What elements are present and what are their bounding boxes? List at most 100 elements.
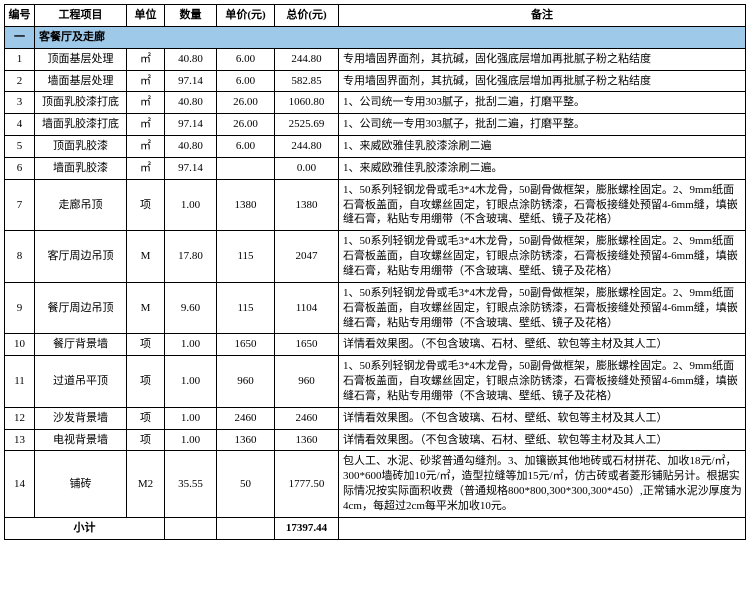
cell-total: 244.80 <box>275 136 339 158</box>
cell-qty: 1.00 <box>165 407 217 429</box>
cell-idx: 2 <box>5 70 35 92</box>
cell-price: 6.00 <box>217 70 275 92</box>
cell-item: 顶面乳胶漆 <box>35 136 127 158</box>
table-body: 一客餐厅及走廊1顶面基层处理㎡40.806.00244.80专用墙固界面剂，其抗… <box>5 26 746 539</box>
cell-idx: 10 <box>5 334 35 356</box>
cell-idx: 8 <box>5 231 35 283</box>
cell-note: 详情看效果图。（不包含玻璃、石材、壁纸、软包等主材及其人工） <box>339 429 746 451</box>
cell-note: 1、公司统一专用303腻子，批刮二遍，打磨平整。 <box>339 114 746 136</box>
cell-total: 0.00 <box>275 157 339 179</box>
cell-total: 2047 <box>275 231 339 283</box>
cell-idx: 12 <box>5 407 35 429</box>
cell-qty: 97.14 <box>165 157 217 179</box>
subtotal-note <box>339 517 746 539</box>
cell-unit: 项 <box>127 429 165 451</box>
table-row: 7走廊吊顶项1.00138013801、50系列轻钢龙骨或毛3*4木龙骨，50副… <box>5 179 746 231</box>
cell-note: 专用墙固界面剂，其抗碱，固化强底层增加再批腻子粉之粘结度 <box>339 70 746 92</box>
cost-table: 编号 工程项目 单位 数量 单价(元) 总价(元) 备注 一客餐厅及走廊1顶面基… <box>4 4 746 540</box>
cell-qty: 1.00 <box>165 356 217 408</box>
cell-item: 铺砖 <box>35 451 127 517</box>
subtotal-row: 小计17397.44 <box>5 517 746 539</box>
cell-idx: 3 <box>5 92 35 114</box>
cell-price: 6.00 <box>217 48 275 70</box>
table-row: 6墙面乳胶漆㎡97.14 0.001、来威欧雅佳乳胶漆涂刷二遍。 <box>5 157 746 179</box>
cell-note: 专用墙固界面剂，其抗碱，固化强底层增加再批腻子粉之粘结度 <box>339 48 746 70</box>
table-row: 4墙面乳胶漆打底㎡97.1426.002525.691、公司统一专用303腻子，… <box>5 114 746 136</box>
cell-unit: 项 <box>127 356 165 408</box>
cell-qty: 97.14 <box>165 70 217 92</box>
cell-unit: ㎡ <box>127 136 165 158</box>
cell-item: 餐厅背景墙 <box>35 334 127 356</box>
cell-total: 960 <box>275 356 339 408</box>
cell-total: 582.85 <box>275 70 339 92</box>
cell-total: 2525.69 <box>275 114 339 136</box>
cell-unit: M <box>127 282 165 334</box>
cell-total: 2460 <box>275 407 339 429</box>
cell-qty: 9.60 <box>165 282 217 334</box>
cell-price: 115 <box>217 231 275 283</box>
cell-idx: 14 <box>5 451 35 517</box>
col-note: 备注 <box>339 5 746 27</box>
col-idx: 编号 <box>5 5 35 27</box>
cell-note: 详情看效果图。（不包含玻璃、石材、壁纸、软包等主材及其人工） <box>339 334 746 356</box>
section-title: 客餐厅及走廊 <box>35 26 746 48</box>
cell-unit: M2 <box>127 451 165 517</box>
cell-idx: 5 <box>5 136 35 158</box>
cell-total: 1360 <box>275 429 339 451</box>
cell-price: 26.00 <box>217 114 275 136</box>
cell-price: 1380 <box>217 179 275 231</box>
subtotal-qty <box>165 517 217 539</box>
cell-price: 1360 <box>217 429 275 451</box>
cell-item: 沙发背景墙 <box>35 407 127 429</box>
cell-note: 1、50系列轻钢龙骨或毛3*4木龙骨，50副骨做框架，膨胀螺栓固定。2、9mm纸… <box>339 179 746 231</box>
cell-price: 115 <box>217 282 275 334</box>
table-row: 3顶面乳胶漆打底㎡40.8026.001060.801、公司统一专用303腻子，… <box>5 92 746 114</box>
cell-item: 顶面基层处理 <box>35 48 127 70</box>
cell-note: 1、公司统一专用303腻子，批刮二遍，打磨平整。 <box>339 92 746 114</box>
cell-note: 1、50系列轻钢龙骨或毛3*4木龙骨，50副骨做框架，膨胀螺栓固定。2、9mm纸… <box>339 282 746 334</box>
cell-price: 6.00 <box>217 136 275 158</box>
table-row: 12沙发背景墙项1.0024602460详情看效果图。（不包含玻璃、石材、壁纸、… <box>5 407 746 429</box>
cell-qty: 35.55 <box>165 451 217 517</box>
cell-item: 过道吊平顶 <box>35 356 127 408</box>
cell-unit: M <box>127 231 165 283</box>
cell-qty: 40.80 <box>165 48 217 70</box>
cell-unit: 项 <box>127 179 165 231</box>
cell-unit: ㎡ <box>127 157 165 179</box>
cell-item: 墙面乳胶漆打底 <box>35 114 127 136</box>
cell-note: 包人工、水泥、砂浆普通勾缝剂。3、加镶嵌其他地砖或石材拼花、加收18元/㎡，30… <box>339 451 746 517</box>
table-row: 1顶面基层处理㎡40.806.00244.80专用墙固界面剂，其抗碱，固化强底层… <box>5 48 746 70</box>
cell-price: 26.00 <box>217 92 275 114</box>
cell-qty: 1.00 <box>165 429 217 451</box>
cell-idx: 13 <box>5 429 35 451</box>
cell-note: 1、来威欧雅佳乳胶漆涂刷二遍。 <box>339 157 746 179</box>
cell-price: 960 <box>217 356 275 408</box>
cell-note: 1、来威欧雅佳乳胶漆涂刷二遍 <box>339 136 746 158</box>
cell-total: 244.80 <box>275 48 339 70</box>
cell-qty: 1.00 <box>165 334 217 356</box>
table-row: 11过道吊平顶项1.009609601、50系列轻钢龙骨或毛3*4木龙骨，50副… <box>5 356 746 408</box>
col-item: 工程项目 <box>35 5 127 27</box>
cell-unit: 项 <box>127 407 165 429</box>
cell-item: 客厅周边吊顶 <box>35 231 127 283</box>
cell-idx: 7 <box>5 179 35 231</box>
cell-price: 50 <box>217 451 275 517</box>
cell-unit: ㎡ <box>127 48 165 70</box>
cell-qty: 97.14 <box>165 114 217 136</box>
cell-item: 墙面乳胶漆 <box>35 157 127 179</box>
cell-total: 1380 <box>275 179 339 231</box>
table-row: 2墙面基层处理㎡97.146.00582.85专用墙固界面剂，其抗碱，固化强底层… <box>5 70 746 92</box>
cell-idx: 11 <box>5 356 35 408</box>
cell-total: 1777.50 <box>275 451 339 517</box>
table-row: 10餐厅背景墙项1.0016501650详情看效果图。（不包含玻璃、石材、壁纸、… <box>5 334 746 356</box>
table-row: 14铺砖M235.55501777.50包人工、水泥、砂浆普通勾缝剂。3、加镶嵌… <box>5 451 746 517</box>
cell-idx: 9 <box>5 282 35 334</box>
header-row: 编号 工程项目 单位 数量 单价(元) 总价(元) 备注 <box>5 5 746 27</box>
col-total: 总价(元) <box>275 5 339 27</box>
subtotal-total: 17397.44 <box>275 517 339 539</box>
cell-idx: 4 <box>5 114 35 136</box>
cell-item: 顶面乳胶漆打底 <box>35 92 127 114</box>
subtotal-price <box>217 517 275 539</box>
col-qty: 数量 <box>165 5 217 27</box>
cell-idx: 6 <box>5 157 35 179</box>
